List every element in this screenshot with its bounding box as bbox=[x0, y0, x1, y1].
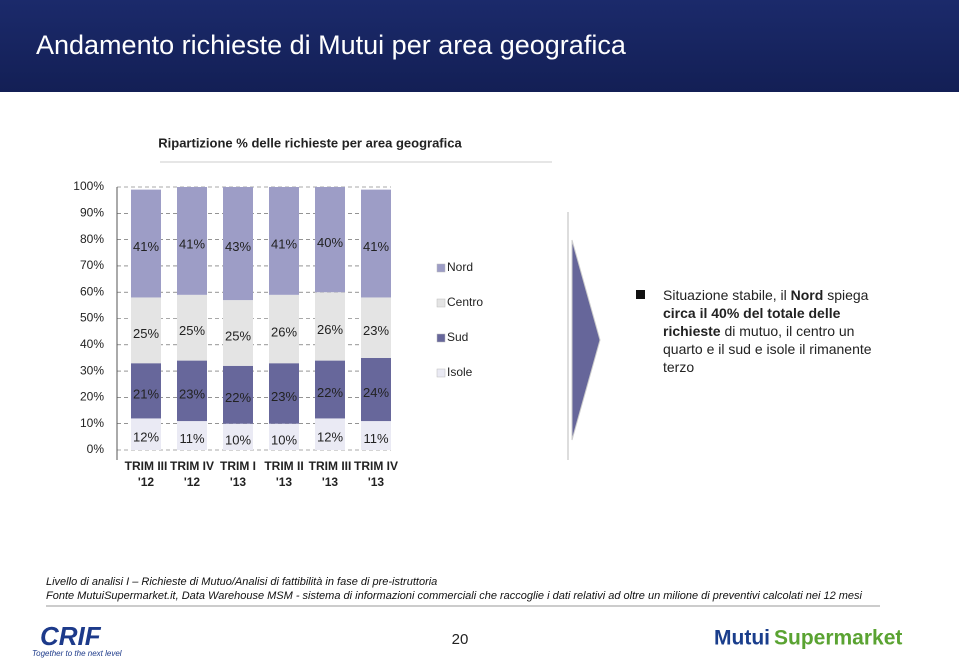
value-label: 43% bbox=[225, 239, 251, 254]
x-tick-label: TRIM III '13 bbox=[308, 459, 352, 489]
note: Situazione stabile, il Nord spiega circa… bbox=[663, 286, 893, 376]
y-tick-label: 20% bbox=[80, 390, 104, 404]
value-label: 41% bbox=[179, 236, 205, 251]
y-tick-label: 90% bbox=[80, 205, 104, 219]
bar-segment bbox=[361, 189, 391, 298]
value-label: 23% bbox=[363, 323, 389, 338]
bar-segment bbox=[223, 300, 253, 366]
footer-line: Livello di analisi I – Richieste di Mutu… bbox=[46, 576, 438, 588]
y-tick-label: 50% bbox=[80, 311, 104, 325]
value-label: 11% bbox=[179, 431, 204, 446]
bar-segment bbox=[269, 294, 299, 364]
value-label: 40% bbox=[317, 235, 343, 250]
legend-label: Centro bbox=[447, 295, 483, 309]
value-label: 23% bbox=[271, 389, 297, 404]
value-label: 25% bbox=[225, 328, 251, 343]
value-label: 41% bbox=[363, 239, 389, 254]
x-tick-label: TRIM IV '12 bbox=[170, 459, 214, 489]
y-tick-label: 70% bbox=[80, 258, 104, 272]
legend-swatch bbox=[436, 368, 446, 378]
value-label: 41% bbox=[133, 239, 159, 254]
note-text: Situazione stabile, il bbox=[663, 287, 791, 303]
legend-label: Sud bbox=[447, 330, 468, 344]
x-tick-label: TRIM I '13 bbox=[220, 459, 256, 489]
note-text: Nord bbox=[790, 287, 824, 303]
legend-label: Isole bbox=[447, 365, 473, 379]
value-label: 25% bbox=[133, 326, 159, 341]
legend-swatch bbox=[436, 298, 446, 308]
value-label: 12% bbox=[133, 430, 159, 445]
legend-label: Nord bbox=[447, 260, 473, 274]
x-tick-label: TRIM III '12 bbox=[124, 459, 168, 489]
value-label: 22% bbox=[225, 390, 251, 405]
chart-title: Ripartizione % delle richieste per area … bbox=[158, 135, 462, 150]
y-tick-label: 100% bbox=[73, 179, 104, 193]
bar-segment bbox=[315, 292, 345, 361]
title-bar bbox=[0, 0, 959, 92]
y-tick-label: 40% bbox=[80, 337, 104, 351]
x-tick-label: TRIM IV '13 bbox=[354, 459, 398, 489]
value-label: 41% bbox=[271, 236, 297, 251]
note-text: spiega bbox=[823, 287, 869, 303]
value-label: 10% bbox=[225, 432, 251, 447]
value-label: 10% bbox=[271, 432, 297, 447]
value-label: 21% bbox=[133, 386, 159, 401]
y-tick-label: 0% bbox=[87, 442, 105, 456]
bullet bbox=[636, 290, 645, 299]
note-text: circa il 40% del totale delle richieste bbox=[663, 305, 841, 339]
logo-left: CRIF bbox=[40, 621, 102, 651]
bar-segment bbox=[131, 297, 161, 364]
bar-segment bbox=[177, 187, 207, 295]
legend-swatch bbox=[436, 263, 446, 273]
y-tick-label: 60% bbox=[80, 284, 104, 298]
y-tick-label: 30% bbox=[80, 363, 104, 377]
footer-line: Fonte MutuiSupermarket.it, Data Warehous… bbox=[46, 590, 862, 602]
bar-segment bbox=[223, 423, 253, 450]
bar-segment bbox=[223, 365, 253, 424]
x-tick-label: TRIM II '13 bbox=[264, 459, 304, 489]
value-label: 23% bbox=[179, 386, 205, 401]
note-text: di mutuo, il centro un quarto e il sud e… bbox=[663, 323, 872, 375]
logo-right-1: Mutui bbox=[714, 627, 770, 650]
bar-segment bbox=[131, 189, 161, 298]
legend-swatch bbox=[436, 333, 446, 343]
y-tick-label: 10% bbox=[80, 416, 104, 430]
bar-segment bbox=[177, 360, 207, 422]
y-tick-label: 80% bbox=[80, 232, 104, 246]
page-number: 20 bbox=[452, 631, 469, 648]
bar-segment bbox=[361, 357, 391, 422]
bar-segment bbox=[315, 418, 345, 450]
bar-segment bbox=[269, 363, 299, 424]
bar-segment bbox=[315, 187, 345, 293]
value-label: 26% bbox=[271, 324, 297, 339]
value-label: 11% bbox=[363, 431, 388, 446]
bar-segment bbox=[223, 187, 253, 301]
logo-right-2: Supermarket bbox=[774, 627, 902, 650]
value-label: 24% bbox=[363, 385, 389, 400]
bar-segment bbox=[177, 294, 207, 361]
value-label: 12% bbox=[317, 430, 343, 445]
value-label: 22% bbox=[317, 385, 343, 400]
bar-segment bbox=[177, 421, 207, 450]
value-label: 26% bbox=[317, 322, 343, 337]
value-label: 25% bbox=[179, 323, 205, 338]
bar-segment bbox=[269, 187, 299, 295]
bar-segment bbox=[315, 360, 345, 419]
bar-segment bbox=[131, 418, 161, 450]
bar-segment bbox=[361, 421, 391, 450]
slide-title: Andamento richieste di Mutui per area ge… bbox=[36, 30, 626, 60]
logo-tagline: Together to the next level bbox=[32, 649, 122, 658]
arrow bbox=[571, 239, 601, 441]
bar-segment bbox=[361, 297, 391, 358]
bar-segment bbox=[269, 423, 299, 450]
bar-segment bbox=[131, 363, 161, 419]
